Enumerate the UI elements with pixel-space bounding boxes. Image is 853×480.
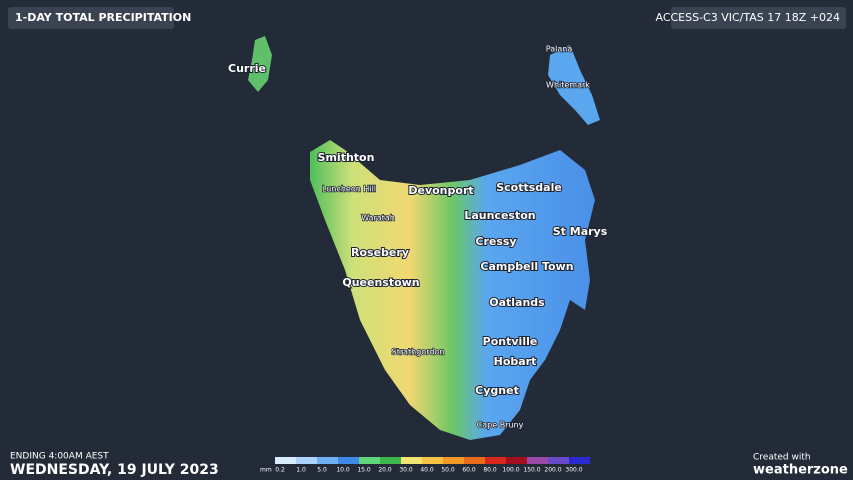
place-label: Queenstown — [342, 276, 419, 289]
legend-label: 1.0 — [296, 467, 306, 474]
places: Currie Palana Whitemark Smithton Luncheon Hi… — [227, 44, 609, 431]
legend-label: 5.0 — [317, 467, 327, 474]
legend-unit: mm — [260, 467, 272, 474]
ending: ENDING 4:00AM AEST — [10, 452, 109, 462]
legend-label: 150.0 — [523, 467, 540, 474]
legend-label: 50.0 — [441, 467, 455, 474]
place-label: Currie — [228, 62, 266, 75]
legend-swatch — [317, 457, 338, 464]
place-label: Whitemark — [546, 81, 590, 90]
legend-swatch — [548, 457, 569, 464]
date: WEDNESDAY, 19 JULY 2023 — [10, 462, 219, 478]
legend-label: 0.2 — [275, 467, 285, 474]
legend: 0.2 1.0 5.0 10.0 15.0 20.0 30.0 40.0 50.0 60.0 80.… — [275, 457, 590, 474]
place-label: Launceston — [464, 209, 535, 222]
legend-label: 200.0 — [544, 467, 561, 474]
legend-label: 80.0 — [483, 467, 497, 474]
brand: weatherzone — [753, 463, 848, 478]
legend-swatch — [296, 457, 317, 464]
legend-swatch — [401, 457, 422, 464]
place-label: Waratah — [361, 214, 395, 223]
land — [248, 36, 600, 440]
legend-swatch — [380, 457, 401, 464]
place-label: St Marys — [553, 225, 608, 238]
place-label: Cygnet — [475, 384, 519, 397]
legend-swatch — [569, 457, 590, 464]
place-label: Cressy — [475, 235, 516, 248]
created-with: Created with — [753, 453, 811, 463]
place-label: Hobart — [494, 355, 537, 368]
place-label: Pontville — [483, 335, 538, 348]
legend-label: 100.0 — [502, 467, 519, 474]
legend-label: 300.0 — [565, 467, 582, 474]
legend-label: 30.0 — [399, 467, 413, 474]
model-box — [671, 7, 846, 29]
legend-label: 60.0 — [462, 467, 476, 474]
legend-label: 40.0 — [420, 467, 434, 474]
legend-swatch — [527, 457, 548, 464]
place-label: Oatlands — [489, 296, 545, 309]
legend-swatch — [443, 457, 464, 464]
legend-swatch — [506, 457, 527, 464]
legend-label: 15.0 — [357, 467, 371, 474]
place-label: Smithton — [318, 151, 375, 164]
model: ACCESS-C3 VIC/TAS 17 18Z +024 — [655, 11, 840, 24]
place-label: Scottsdale — [496, 181, 562, 194]
legend-swatch — [422, 457, 443, 464]
legend-swatch — [275, 457, 296, 464]
place-label: Luncheon Hill — [322, 185, 376, 194]
legend-swatch — [464, 457, 485, 464]
place-label: Rosebery — [351, 246, 409, 259]
legend-swatch — [359, 457, 380, 464]
place-label: Campbell Town — [480, 260, 573, 273]
title-box — [8, 7, 174, 29]
legend-label: 20.0 — [378, 467, 392, 474]
place-label: Strathgordon — [392, 348, 445, 357]
legend-label: 10.0 — [336, 467, 350, 474]
place-label: Palana — [546, 45, 573, 54]
place-label: Devonport — [408, 184, 473, 197]
legend-swatch — [485, 457, 506, 464]
place-label: Cape Bruny — [477, 421, 524, 430]
title: 1-DAY TOTAL PRECIPITATION — [15, 11, 191, 24]
legend-swatch — [338, 457, 359, 464]
